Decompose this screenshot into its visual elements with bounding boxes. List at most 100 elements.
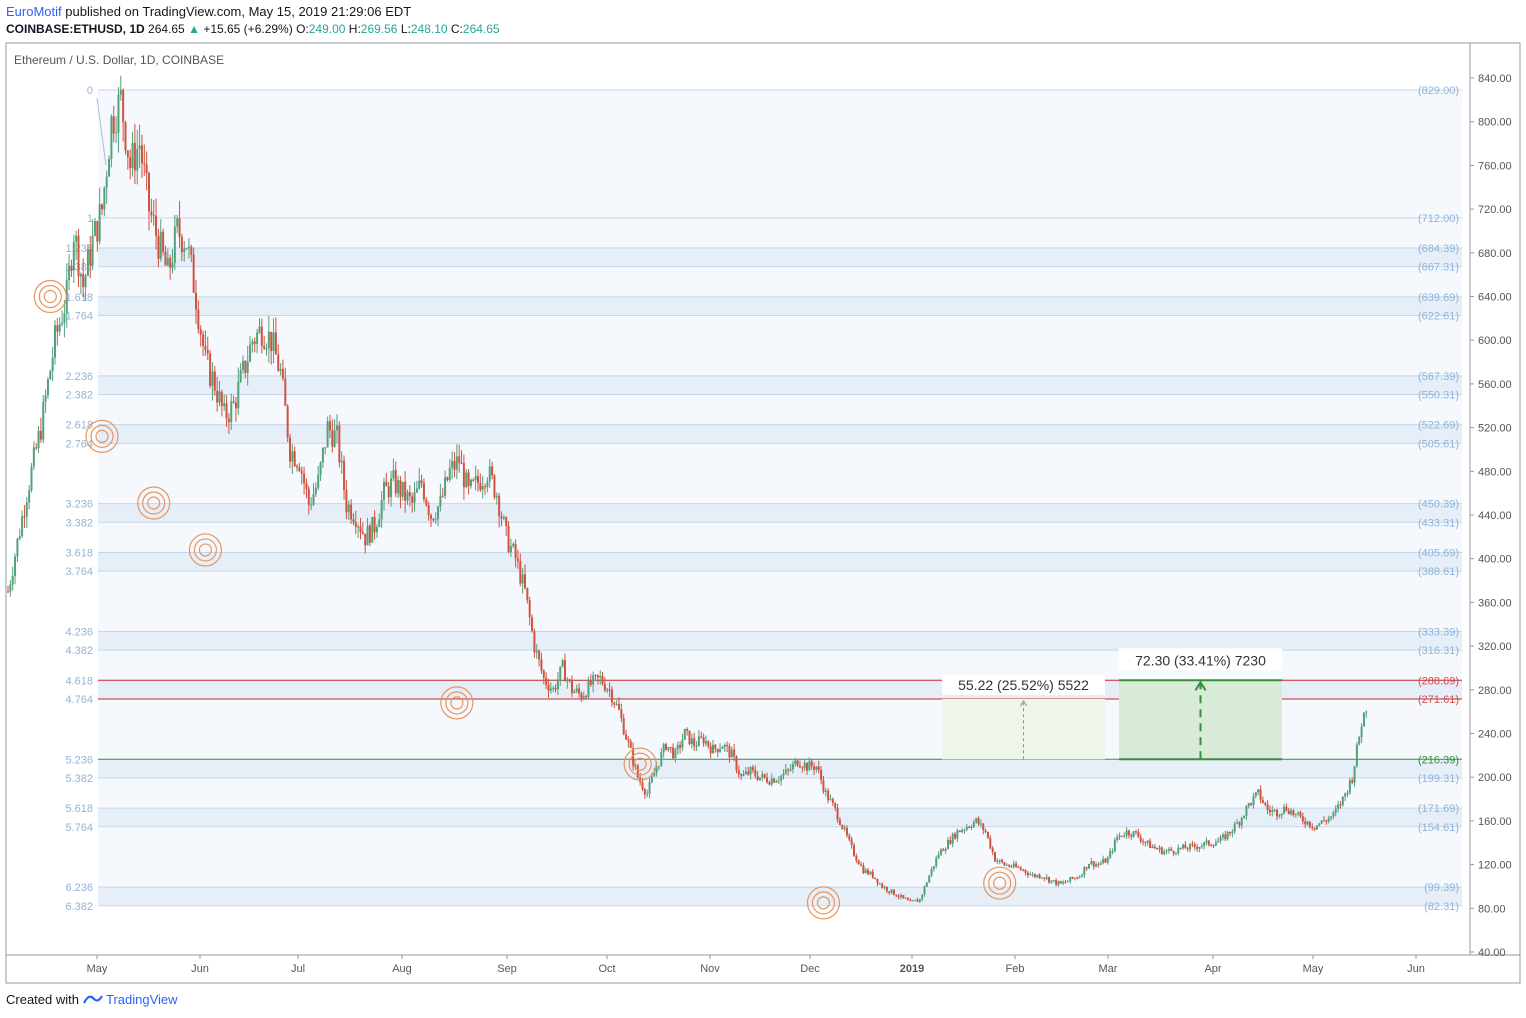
y-tick-label: 680.00 [1478,248,1512,260]
candle-body [789,769,792,771]
fib-ratio-label: 4.382 [65,645,93,657]
candle-body [914,899,917,901]
candle-body [307,488,310,505]
candle-body [1217,840,1220,843]
candle-body [176,218,179,227]
candle-body [1351,780,1354,783]
candle-body [317,475,320,488]
tradingview-link[interactable]: TradingView [106,992,178,1007]
candle-body [998,859,1001,862]
candle-body [932,866,935,870]
candle-body [469,479,472,486]
fib-ratio-label: 5.618 [65,803,93,815]
candle-body [1200,845,1203,848]
candle-body [514,543,517,559]
candle-body [930,869,933,876]
candle-body [674,749,677,759]
candle-body [251,341,254,345]
candle-body [751,767,754,771]
candle-body [96,221,99,242]
price-range-measurements[interactable]: 55.22 (25.52%) 5522 72.30 (33.41%) 7230 [942,648,1282,761]
candle-body [641,782,644,790]
candle-body [561,660,564,667]
candle-body [385,481,388,487]
candle-body [1306,821,1309,825]
candle-body [1041,877,1043,879]
measure-box-2[interactable] [1119,680,1282,760]
candle-body [1341,796,1344,805]
candle-body [803,763,806,769]
candle-body [230,401,233,423]
candle-body [679,744,682,748]
candle-body [690,738,693,745]
candle-body [1240,817,1243,826]
candle-body [596,675,599,678]
fib-ratio-label: 6.382 [65,901,93,913]
candle-body [681,739,684,748]
measure-label-bg-1 [942,674,1105,695]
candle-body [716,748,719,753]
candle-body [1102,858,1105,864]
x-tick-label: Jun [191,963,209,975]
fib-ratio-label: 2.382 [65,389,93,401]
candle-body [333,430,336,447]
candle-body [881,883,884,888]
candle-body [629,741,632,749]
candle-body [143,163,146,165]
fib-ratio-label: 5.764 [65,822,93,834]
candle-body [204,345,207,350]
candle-body [1294,813,1297,815]
time-axis[interactable]: May Jun Jul Aug Sep Oct Nov Dec 2019 Feb Mar Apr May… [87,955,1425,975]
candle-body [232,401,235,403]
candle-body [1078,876,1081,878]
candle-body [977,818,980,825]
candle-body [900,894,902,898]
candle-body [460,463,463,465]
author-link[interactable]: EuroMotif [6,4,62,19]
fibonacci-extension[interactable]: 0(829.00)1(712.00)1.236(684.39)1.382(667… [65,85,1462,913]
candle-body [890,889,893,893]
candle-body [455,456,458,470]
candle-body [972,822,975,827]
candle-body [110,116,113,160]
measure-arrowhead-1 [1020,699,1027,707]
candle-body [479,482,482,490]
candle-body [1066,881,1069,883]
candle-body [632,748,635,766]
candle-body [1109,851,1112,858]
candle-body [648,782,651,794]
candle-body [195,292,197,310]
y-tick-label: 640.00 [1478,292,1512,304]
candle-body [1261,799,1264,803]
candle-body [145,164,148,174]
candle-body [1360,726,1363,737]
candle-body [587,679,590,698]
candle-body [397,480,400,494]
candle-body [206,349,209,354]
fib-price-label: (450.39) [1418,499,1459,511]
candle-body [594,675,597,677]
fib-ratio-label: 2.618 [65,420,93,432]
candle-body [1320,820,1323,824]
candle-body [820,770,823,781]
candle-body [1170,848,1173,851]
candle-body [117,94,120,133]
y-tick-label: 280.00 [1478,685,1512,697]
candle-body [1353,766,1356,783]
candle-body [49,370,52,380]
candle-body [655,766,658,773]
candle-body [267,331,270,349]
candle-body [291,451,294,462]
candle-body [432,518,435,521]
candle-body [911,900,914,902]
candle-body [1313,827,1316,830]
candle-body [549,688,552,691]
price-axis[interactable]: 840.00 800.00 760.00 720.00 680.00 640.00 600.… [1470,73,1512,959]
candle-body [150,211,153,216]
candle-body [1172,850,1175,854]
candle-body [474,476,477,481]
candle-body [298,467,301,471]
x-tick-label: Feb [1006,963,1025,975]
candle-body [1055,880,1058,885]
